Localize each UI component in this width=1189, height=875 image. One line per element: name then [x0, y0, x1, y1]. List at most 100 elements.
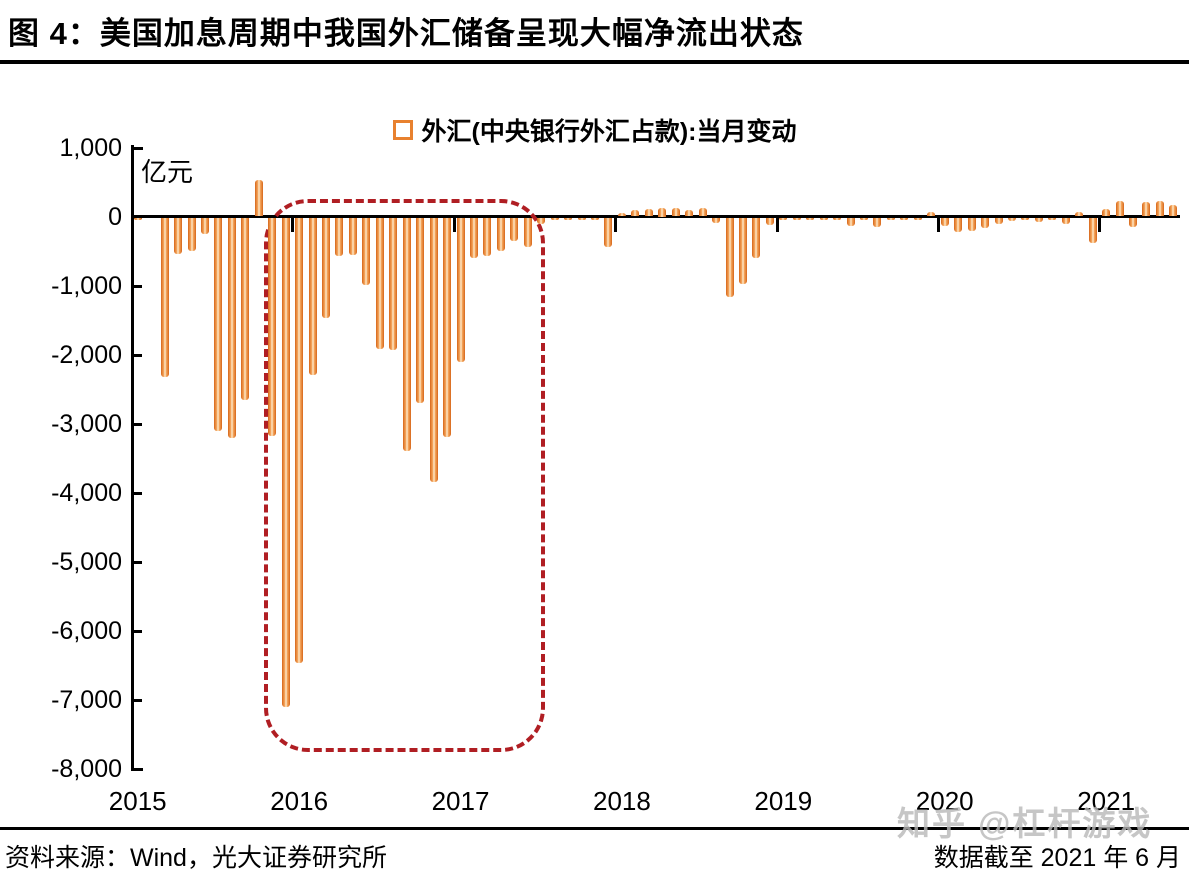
- bar: [214, 218, 223, 431]
- bar: [658, 207, 667, 217]
- bar: [1048, 218, 1057, 221]
- bar: [254, 179, 263, 217]
- bar: [940, 218, 949, 227]
- bar: [806, 218, 815, 220]
- x-axis-year-tick: [614, 216, 618, 232]
- x-axis-year-label: 2018: [593, 786, 651, 816]
- bar: [322, 218, 331, 318]
- legend-label: 外汇(中央银行外汇占款):当月变动: [421, 118, 797, 146]
- y-axis-tick-label: -6,000: [51, 616, 122, 645]
- bar: [281, 218, 290, 707]
- bar: [564, 218, 573, 220]
- y-axis-tick: [134, 353, 142, 357]
- y-axis-tick-label: 1,000: [59, 133, 122, 162]
- bar: [698, 207, 707, 217]
- y-axis-tick-label: -1,000: [51, 271, 122, 300]
- bar: [268, 218, 277, 436]
- bar: [860, 218, 869, 220]
- bar: [295, 218, 304, 663]
- bar: [308, 218, 317, 376]
- legend: 外汇(中央银行外汇占款):当月变动: [0, 112, 1189, 148]
- y-axis-tick-label: -4,000: [51, 478, 122, 507]
- title-divider: [0, 60, 1189, 64]
- bar: [416, 218, 425, 403]
- x-axis-year-tick: [775, 216, 779, 232]
- bar: [227, 218, 236, 438]
- y-axis-end-cap: [134, 146, 143, 150]
- bar: [443, 218, 452, 438]
- y-axis-end-cap: [134, 767, 143, 771]
- y-axis-tick-label: 0: [108, 202, 122, 231]
- bar: [550, 218, 559, 221]
- bar: [174, 218, 183, 254]
- bar: [402, 218, 411, 451]
- x-axis-year-label: 2019: [754, 786, 813, 816]
- bar: [967, 218, 976, 232]
- bar: [954, 218, 963, 233]
- y-axis-tick: [134, 698, 142, 702]
- y-axis-tick: [134, 422, 142, 426]
- bar: [994, 218, 1003, 225]
- bar: [833, 218, 842, 220]
- bar: [1155, 200, 1164, 217]
- watermark: 知乎 @杠杆游戏: [897, 805, 1153, 842]
- bar: [913, 218, 922, 220]
- bar: [348, 218, 357, 256]
- bar: [577, 218, 586, 220]
- bar: [496, 218, 505, 251]
- bar: [725, 218, 734, 298]
- x-axis-year-tick: [452, 216, 456, 232]
- bar: [819, 218, 828, 220]
- y-axis-line: [131, 145, 134, 771]
- y-axis-tick-label: -7,000: [51, 685, 122, 714]
- footer-source: 资料来源：Wind，光大证券研究所: [5, 844, 387, 872]
- bar: [792, 218, 801, 220]
- bar: [1115, 200, 1124, 217]
- legend-square-icon: [392, 120, 413, 140]
- y-axis-tick-label: -3,000: [51, 409, 122, 438]
- bar: [1007, 218, 1016, 221]
- bar: [900, 218, 909, 220]
- bar: [1129, 218, 1138, 228]
- bar: [981, 218, 990, 228]
- bar: [685, 209, 694, 217]
- bar: [1088, 218, 1097, 243]
- bar: [375, 218, 384, 350]
- bar: [523, 218, 532, 248]
- x-axis-year-label: 2015: [108, 786, 167, 816]
- highlight-dashed-box: [264, 199, 545, 753]
- bar: [187, 218, 196, 252]
- bar: [362, 218, 371, 286]
- y-axis-tick: [134, 284, 142, 288]
- bar: [846, 218, 855, 227]
- y-axis-tick: [134, 560, 142, 564]
- y-axis-tick: [134, 491, 142, 495]
- bar: [631, 209, 640, 217]
- bar: [133, 218, 142, 220]
- bar: [1075, 211, 1084, 217]
- bar: [1169, 204, 1178, 217]
- bar: [617, 212, 626, 217]
- x-axis-year-label: 2017: [431, 786, 490, 816]
- x-axis-year-label: 2016: [270, 786, 329, 816]
- bar: [241, 218, 250, 401]
- bar: [1061, 218, 1070, 224]
- bar: [537, 218, 546, 224]
- x-axis-year-tick: [937, 216, 940, 232]
- y-axis-tick-label: -2,000: [51, 340, 122, 369]
- bar: [644, 208, 653, 217]
- bar: [712, 218, 721, 223]
- bar: [1142, 201, 1151, 217]
- y-axis-tick-label: -8,000: [51, 754, 122, 783]
- y-axis-tick: [134, 629, 142, 633]
- bar: [591, 218, 600, 220]
- bar: [335, 218, 344, 256]
- bar: [456, 218, 465, 363]
- bar: [1034, 218, 1043, 223]
- x-axis-zero-line: [131, 215, 1180, 218]
- bar: [1102, 209, 1111, 217]
- bar: [483, 218, 492, 256]
- bar: [604, 218, 613, 247]
